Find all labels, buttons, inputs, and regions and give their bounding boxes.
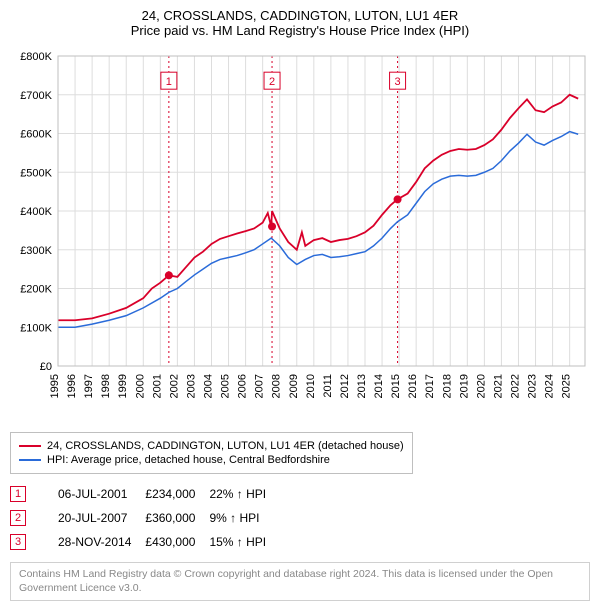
x-tick-label: 2009	[288, 374, 300, 398]
x-tick-label: 2008	[271, 374, 283, 398]
x-tick-label: 2003	[185, 374, 197, 398]
sale-price: £430,000	[145, 530, 209, 554]
sale-delta: 15% ↑ HPI	[209, 530, 280, 554]
svg-text:£600K: £600K	[20, 129, 52, 141]
page-container: 24, CROSSLANDS, CADDINGTON, LUTON, LU1 4…	[0, 0, 600, 609]
x-tick-label: 2020	[475, 374, 487, 398]
x-tick-label: 2011	[322, 374, 334, 398]
table-row: 3 28-NOV-2014£430,00015% ↑ HPI	[10, 530, 280, 554]
x-tick-label: 2021	[492, 374, 504, 398]
sale-date: 06-JUL-2001	[40, 482, 145, 506]
sales-table: 1 06-JUL-2001£234,00022% ↑ HPI 2 20-JUL-200…	[10, 482, 280, 554]
x-tick-label: 2022	[509, 374, 521, 398]
chart-svg: £0 £100K £200K £300K £400K £500K £600K £700K £80…	[10, 46, 590, 426]
footer-note: Contains HM Land Registry data © Crown c…	[10, 562, 590, 601]
x-tick-label: 2025	[561, 374, 573, 398]
x-tick-label: 2015	[390, 374, 402, 398]
title-block: 24, CROSSLANDS, CADDINGTON, LUTON, LU1 4…	[10, 8, 590, 38]
x-tick-label: 2013	[356, 374, 368, 398]
table-row: 2 20-JUL-2007£360,0009% ↑ HPI	[10, 506, 280, 530]
x-tick-label: 2012	[339, 374, 351, 398]
sale-delta: 9% ↑ HPI	[209, 506, 280, 530]
x-tick-label: 2019	[458, 374, 470, 398]
x-tick-label: 1999	[117, 374, 129, 398]
x-tick-label: 2010	[305, 374, 317, 398]
svg-text:£0: £0	[40, 361, 52, 373]
x-tick-label: 2007	[254, 374, 266, 398]
svg-text:£500K: £500K	[20, 167, 52, 179]
x-tick-label: 1998	[100, 374, 112, 398]
x-tick-label: 2006	[237, 374, 249, 398]
chart: £0 £100K £200K £300K £400K £500K £600K £700K £80…	[10, 46, 590, 426]
legend-swatch	[19, 445, 41, 447]
sale-price: £360,000	[145, 506, 209, 530]
legend-swatch	[19, 459, 41, 461]
sale-marker: 3	[10, 534, 26, 550]
table-row: 1 06-JUL-2001£234,00022% ↑ HPI	[10, 482, 280, 506]
x-tick-label: 2016	[407, 374, 419, 398]
svg-text:£800K: £800K	[20, 51, 52, 63]
x-tick-label: 2023	[527, 374, 539, 398]
svg-text:£200K: £200K	[20, 284, 52, 296]
svg-text:3: 3	[395, 76, 401, 88]
svg-text:1: 1	[166, 76, 172, 88]
svg-text:£100K: £100K	[20, 322, 52, 334]
legend-row: 24, CROSSLANDS, CADDINGTON, LUTON, LU1 4…	[19, 440, 404, 452]
sale-price: £234,000	[145, 482, 209, 506]
x-tick-label: 2024	[544, 374, 556, 398]
legend: 24, CROSSLANDS, CADDINGTON, LUTON, LU1 4…	[10, 432, 413, 474]
x-tick-label: 2004	[202, 374, 214, 398]
x-tick-label: 1997	[83, 374, 95, 398]
x-tick-label: 2017	[424, 374, 436, 398]
x-tick-label: 2000	[134, 374, 146, 398]
title-sub: Price paid vs. HM Land Registry's House …	[10, 23, 590, 38]
x-tick-label: 2005	[220, 374, 232, 398]
x-tick-label: 2001	[151, 374, 163, 398]
legend-label: 24, CROSSLANDS, CADDINGTON, LUTON, LU1 4…	[47, 440, 404, 452]
svg-text:£400K: £400K	[20, 206, 52, 218]
sale-marker: 1	[10, 486, 26, 502]
x-tick-label: 2014	[373, 374, 385, 398]
title-main: 24, CROSSLANDS, CADDINGTON, LUTON, LU1 4…	[10, 8, 590, 23]
x-tick-label: 1996	[66, 374, 78, 398]
legend-label: HPI: Average price, detached house, Cent…	[47, 454, 330, 466]
sale-marker: 2	[10, 510, 26, 526]
svg-text:£700K: £700K	[20, 90, 52, 102]
sale-date: 28-NOV-2014	[40, 530, 145, 554]
svg-text:2: 2	[269, 76, 275, 88]
legend-row: HPI: Average price, detached house, Cent…	[19, 454, 404, 466]
svg-text:£300K: £300K	[20, 245, 52, 257]
x-tick-label: 2002	[168, 374, 180, 398]
x-tick-label: 1995	[49, 374, 61, 398]
sale-date: 20-JUL-2007	[40, 506, 145, 530]
x-tick-label: 2018	[441, 374, 453, 398]
sale-delta: 22% ↑ HPI	[209, 482, 280, 506]
